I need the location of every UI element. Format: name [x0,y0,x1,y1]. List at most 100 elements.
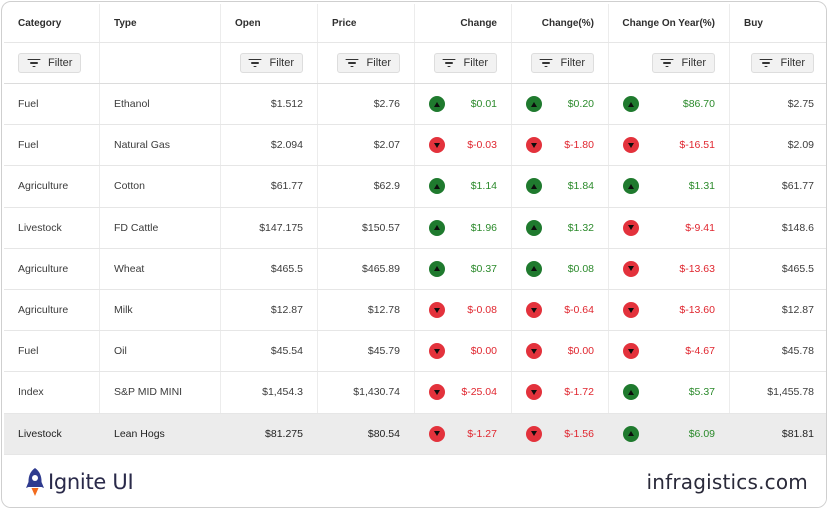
cell-open[interactable]: $1,454.3 [221,372,318,413]
cell-open[interactable]: $12.87 [221,289,318,331]
change-indicator: $-1.56 [526,425,594,442]
filter-button-open[interactable]: Filter [239,53,303,73]
change-value: $-1.72 [564,386,594,399]
cell-category[interactable]: Agriculture [4,289,100,331]
column-header-change[interactable]: Change [415,4,512,42]
cell-category[interactable]: Livestock [4,413,100,454]
cell-buy[interactable]: $61.77 [781,180,814,193]
column-header-price[interactable]: Price [318,4,415,42]
cell-change-year: $5.37 [609,372,730,413]
cell-open[interactable]: $61.77 [221,166,318,207]
change-value: $-9.41 [685,221,715,234]
cell-change: $-1.27 [415,413,512,454]
cell-price[interactable]: $2.76 [318,84,415,125]
table-row[interactable]: Agriculture Wheat $465.5 $465.89 $0.37 $0.08 $… [4,248,826,290]
table-row[interactable]: Agriculture Cotton $61.77 $62.9 $1.14 $1.84 $1… [4,166,826,208]
cell-category[interactable]: Agriculture [4,248,100,289]
cell-category[interactable]: Livestock [4,207,100,248]
cell-price[interactable]: $62.9 [318,166,415,207]
cell-price[interactable]: $2.07 [318,125,415,166]
change-indicator: $-13.63 [623,260,715,277]
cell-category[interactable]: Fuel [4,84,100,125]
cell-open[interactable]: $81.275 [221,413,318,454]
arrow-up-icon [526,178,542,195]
cell-change-pct: $-1.72 [512,372,609,413]
arrow-down-icon [623,219,639,236]
cell-open[interactable]: $45.54 [221,331,318,372]
column-header-type[interactable]: Type [100,4,221,42]
cell-change-pct: $1.84 [512,166,609,207]
cell-price[interactable]: $80.54 [318,413,415,454]
filter-button-label: Filter [780,57,805,69]
cell-type[interactable]: Ethanol [100,84,221,125]
change-indicator: $-4.67 [623,343,715,360]
cell-type[interactable]: Wheat [100,248,221,289]
table-row[interactable]: Index S&P MID MINI $1,454.3 $1,430.74 $-25.0… [4,372,826,414]
cell-change-pct: $-1.56 [512,413,609,454]
column-header-open[interactable]: Open [221,4,318,42]
cell-buy[interactable]: $1,455.78 [767,386,814,399]
cell-type[interactable]: Oil [100,331,221,372]
cell-buy[interactable]: $12.87 [781,304,814,317]
column-header-change-pct[interactable]: Change(%) [512,4,609,42]
cell-open[interactable]: $147.175 [221,207,318,248]
grid-header-row: Category Type Open Price Change Change(%… [4,4,826,43]
cell-type[interactable]: Natural Gas [100,125,221,166]
filter-button-label: Filter [269,57,294,69]
filter-button-price[interactable]: Filter [336,53,400,73]
change-value: $6.09 [688,427,715,440]
filter-button-buy[interactable]: Filter [750,53,814,73]
cell-category[interactable]: Index [4,372,100,413]
table-row[interactable]: Agriculture Milk $12.87 $12.78 $-0.08 $-0.64 $… [4,289,826,332]
table-row[interactable]: Fuel Ethanol $1.512 $2.76 $0.01 $0.20 $86.70 $2… [4,84,826,126]
column-header-category[interactable]: Category [4,4,100,42]
cell-buy[interactable]: $2.75 [787,98,814,111]
cell-price[interactable]: $45.79 [318,331,415,372]
cell-price[interactable]: $1,430.74 [318,372,415,413]
change-value: $0.20 [567,98,594,111]
cell-type[interactable]: S&P MID MINI [100,372,221,413]
cell-buy[interactable]: $81.81 [781,427,814,440]
table-row[interactable]: Livestock FD Cattle $147.175 $150.57 $1.96 $1… [4,207,826,249]
filter-button-change-year[interactable]: Filter [651,53,715,73]
cell-category[interactable]: Fuel [4,331,100,372]
table-row[interactable]: Livestock Lean Hogs $81.275 $80.54 $-1.27 $-1… [4,413,826,455]
cell-price[interactable]: $150.57 [318,207,415,248]
filter-button-change[interactable]: Filter [433,53,497,73]
site-link[interactable]: infragistics.com [646,470,808,494]
cell-open[interactable]: $1.512 [221,84,318,125]
cell-buy[interactable]: $465.5 [781,262,814,275]
arrow-down-icon [623,343,639,360]
change-value: $-16.51 [679,139,715,152]
cell-change-year: $86.70 [609,84,730,125]
filter-cell-change-year: Filter [609,43,730,83]
change-value: $-1.80 [564,139,594,152]
table-row[interactable]: Fuel Oil $45.54 $45.79 $0.00 $0.00 $-4.67 $45.7… [4,331,826,373]
change-value: $0.00 [470,345,497,358]
table-row[interactable]: Fuel Natural Gas $2.094 $2.07 $-0.03 $-1.80 $-… [4,125,826,167]
filter-button-change-pct[interactable]: Filter [530,53,594,73]
brand-name: Ignite UI [48,470,134,494]
cell-type[interactable]: Cotton [100,166,221,207]
cell-type[interactable]: Lean Hogs [100,413,221,454]
change-value: $-0.64 [564,304,594,317]
cell-price[interactable]: $12.78 [318,289,415,331]
column-header-change-year[interactable]: Change On Year(%) [609,4,730,42]
cell-open[interactable]: $465.5 [221,248,318,289]
change-indicator: $-1.72 [526,384,594,401]
cell-buy[interactable]: $2.09 [787,139,814,152]
cell-type[interactable]: FD Cattle [100,207,221,248]
cell-type[interactable]: Milk [100,289,221,331]
cell-price[interactable]: $465.89 [318,248,415,289]
change-indicator: $-1.80 [526,137,594,154]
cell-category[interactable]: Agriculture [4,166,100,207]
cell-category[interactable]: Fuel [4,125,100,166]
filter-button-category[interactable]: Filter [18,53,82,73]
column-header-buy[interactable]: Buy [744,17,763,29]
cell-buy[interactable]: $45.78 [781,345,814,358]
cell-open[interactable]: $2.094 [221,125,318,166]
cell-buy[interactable]: $148.6 [781,221,814,234]
change-indicator: $1.32 [526,219,594,236]
filter-icon [442,58,456,68]
arrow-up-icon [526,260,542,277]
